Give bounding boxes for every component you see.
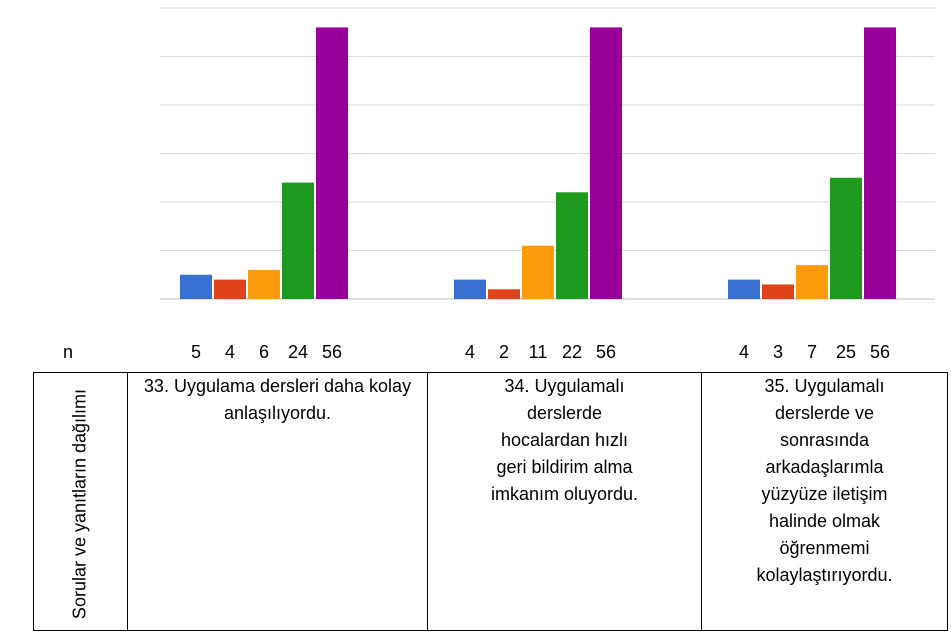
n-value: 2	[499, 342, 509, 362]
bar	[864, 27, 896, 300]
header-cell: Sorular ve yanıtların dağılımı	[34, 373, 127, 630]
table: Sorular ve yanıtların dağılımı 33. Uygul…	[33, 372, 948, 631]
bar	[282, 182, 314, 299]
bar	[248, 269, 280, 299]
table-header: Sorular ve yanıtların dağılımı	[69, 388, 90, 620]
n-value: 4	[225, 342, 235, 362]
n-value: 5	[191, 342, 201, 362]
question-cell: 34. Uygulamalı derslerde hocalardan hızl…	[427, 373, 701, 630]
n-value: 11	[529, 342, 548, 362]
bar	[796, 265, 828, 299]
bar	[316, 27, 348, 300]
question-cell: 35. Uygulamalı derslerde ve sonrasında a…	[701, 373, 947, 630]
bar	[522, 245, 554, 299]
n-value: 56	[596, 342, 616, 362]
n-value: 25	[836, 342, 856, 362]
bar	[830, 177, 862, 299]
n-value: 56	[322, 342, 342, 362]
bar	[488, 289, 520, 299]
question-cell: 33. Uygulama dersleri daha kolay anlaşıl…	[127, 373, 427, 630]
n-value: 4	[739, 342, 749, 362]
n-value: 6	[259, 342, 269, 362]
bar	[762, 284, 794, 299]
n-value: 3	[773, 342, 783, 362]
n-value: 7	[807, 342, 817, 362]
n-value: 56	[870, 342, 890, 362]
bar	[728, 279, 760, 299]
n-value: 24	[288, 342, 308, 362]
n-label: n	[63, 342, 73, 362]
n-value: 22	[562, 342, 582, 362]
bar	[590, 27, 622, 300]
chart: n 5 4 6 24 56 4 2 11 22 56 4 3 7 25 56	[63, 7, 935, 362]
bar	[556, 192, 588, 299]
bar	[214, 279, 246, 299]
bar	[454, 279, 486, 299]
bar	[180, 274, 212, 299]
n-value: 4	[465, 342, 475, 362]
